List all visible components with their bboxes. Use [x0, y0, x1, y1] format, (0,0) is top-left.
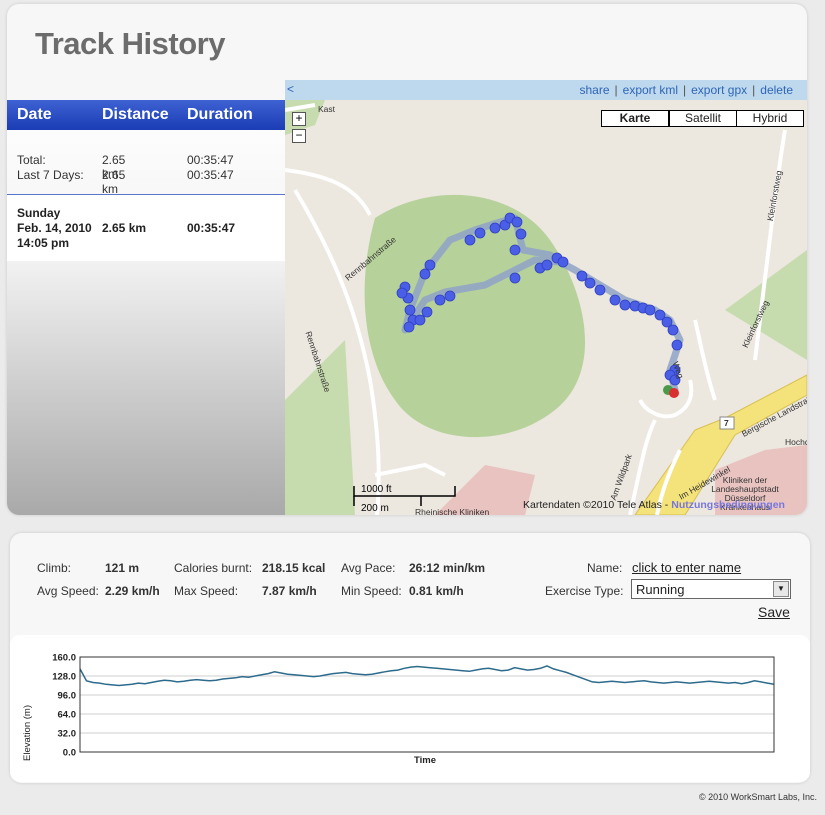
y-tick-label: 32.0: [58, 729, 77, 740]
y-tick-label: 128.0: [52, 672, 76, 683]
export-kml-link[interactable]: export kml: [622, 83, 678, 97]
column-date[interactable]: Date: [17, 106, 52, 123]
route-shield: [719, 416, 735, 430]
name-label: Name:: [587, 561, 623, 575]
attribution-text: Kartendaten ©2010 Tele Atlas -: [523, 499, 672, 511]
street-label: Kast: [318, 104, 336, 114]
kliniken-area: [715, 445, 807, 515]
track-list: Date Distance Duration Total: 2.65 km 00…: [7, 100, 285, 515]
climb-label: Climb:: [37, 561, 72, 575]
summary-total-distance: 2.65 km: [102, 153, 126, 181]
bergische-landstrasse: [634, 374, 807, 515]
summary-last7: Last 7 Days: 2.65 km 00:35:47: [17, 168, 234, 196]
name-field[interactable]: click to enter name: [632, 560, 742, 575]
avg-pace-label: Avg Pace:: [341, 561, 396, 575]
zoom-in-button[interactable]: +: [292, 112, 306, 126]
page-title: Track History: [35, 26, 225, 61]
map-canvas: [285, 100, 807, 515]
scale-ft-label: 1000 ft: [361, 484, 392, 495]
track-distance: 2.65 km: [102, 221, 147, 235]
save-button[interactable]: Save: [758, 604, 790, 620]
scale-bar: [353, 486, 456, 506]
calories-value: 218.15 kcal: [262, 561, 326, 575]
track-row-selected[interactable]: Sunday Feb. 14, 2010 14:05 pm 2.65 km 00…: [7, 194, 285, 261]
track-history-panel: Track History Date Distance Duration Tot…: [7, 4, 807, 515]
elevation-series-line: [79, 665, 775, 687]
summary-last7-distance: 2.65 km: [102, 168, 126, 196]
rheinische-kliniken-area: [435, 465, 535, 515]
park-area-west: [285, 340, 355, 515]
column-distance[interactable]: Distance: [102, 106, 169, 123]
map-type-satellit[interactable]: Satellit: [669, 111, 736, 126]
elevation-chart-svg: Elevation (m) Time 160.0 128.0 96.0 64.0 32.…: [22, 653, 775, 766]
avg-speed-label: Avg Speed:: [37, 584, 99, 598]
copyright-text: © 2010 WorkSmart Labs, Inc.: [698, 792, 817, 802]
track-day: Sunday: [17, 206, 61, 220]
park-area-east: [725, 250, 807, 360]
route-map[interactable]: + − Karte Satellit Hybrid 1000 ft 200 m …: [285, 100, 807, 515]
chevron-down-icon[interactable]: ▼: [773, 581, 789, 597]
max-speed-label: Max Speed:: [174, 584, 239, 598]
map-type-selector: Karte Satellit Hybrid: [601, 110, 804, 127]
summary-total-label: Total:: [17, 153, 46, 167]
track-duration: 00:35:47: [187, 221, 236, 235]
map-attribution: Kartendaten ©2010 Tele Atlas - Nutzungsb…: [523, 499, 785, 511]
climb-value: 121 m: [105, 561, 140, 575]
map-actions: share | export kml | export gpx | delete: [579, 83, 793, 97]
summary-last7-duration: 00:35:47: [187, 168, 234, 182]
separator: |: [683, 83, 687, 97]
delete-link[interactable]: delete: [760, 83, 793, 97]
street-label: Hochd: [785, 437, 807, 447]
summary-last7-label: Last 7 Days:: [17, 168, 84, 182]
x-axis-label: Time: [414, 755, 436, 766]
separator: |: [752, 83, 756, 97]
elevation-chart: Elevation (m) Time 160.0 128.0 96.0 64.0 32.…: [10, 635, 810, 782]
map-type-karte[interactable]: Karte: [601, 110, 669, 127]
export-gpx-link[interactable]: export gpx: [691, 83, 748, 97]
y-tick-label: 0.0: [63, 748, 76, 759]
street-label: Rheinische Kliniken: [415, 507, 490, 515]
min-speed-label: Min Speed:: [341, 584, 402, 598]
terms-link[interactable]: Nutzungsbedingungen: [671, 499, 785, 511]
min-speed-value: 0.81 km/h: [409, 584, 464, 598]
collapse-panel-button[interactable]: <: [287, 82, 295, 96]
exercise-type-label: Exercise Type:: [545, 584, 624, 598]
calories-label: Calories burnt:: [174, 561, 253, 575]
avg-pace-value: 26:12 min/km: [409, 561, 486, 575]
track-time: 14:05 pm: [17, 236, 70, 250]
y-tick-label: 96.0: [58, 691, 77, 702]
y-tick-label: 160.0: [52, 653, 76, 664]
map-toolbar: < share | export kml | export gpx | delete: [285, 80, 807, 100]
zoom-out-button[interactable]: −: [292, 129, 306, 143]
avg-speed-value: 2.29 km/h: [105, 584, 160, 598]
summary-total-duration: 00:35:47: [187, 153, 234, 167]
scale-m-label: 200 m: [361, 503, 389, 514]
track-table-header: Date Distance Duration: [7, 100, 285, 130]
route-points: [396, 212, 683, 386]
y-axis-label: Elevation (m): [22, 705, 33, 761]
separator: |: [614, 83, 618, 97]
y-tick-label: 64.0: [58, 710, 77, 721]
end-marker: [669, 388, 679, 398]
track-date: Feb. 14, 2010: [17, 221, 92, 235]
street-label: Kliniken der Landeshauptstadt Düsseldorf…: [711, 475, 779, 512]
map-type-hybrid[interactable]: Hybrid: [736, 111, 803, 126]
plot-frame: [79, 656, 775, 753]
column-duration[interactable]: Duration: [187, 106, 253, 123]
park-area: [364, 194, 586, 438]
roads: [285, 103, 787, 515]
exercise-type-value: Running: [636, 582, 685, 597]
max-speed-value: 7.87 km/h: [262, 584, 317, 598]
share-link[interactable]: share: [579, 83, 610, 97]
track-details-panel: Climb: 121 m Calories burnt: 218.15 kcal…: [10, 533, 810, 783]
exercise-type-select[interactable]: Running ▼: [631, 579, 791, 599]
route-number-label: 7: [724, 418, 729, 428]
summary-total: Total: 2.65 km 00:35:47: [17, 153, 234, 181]
